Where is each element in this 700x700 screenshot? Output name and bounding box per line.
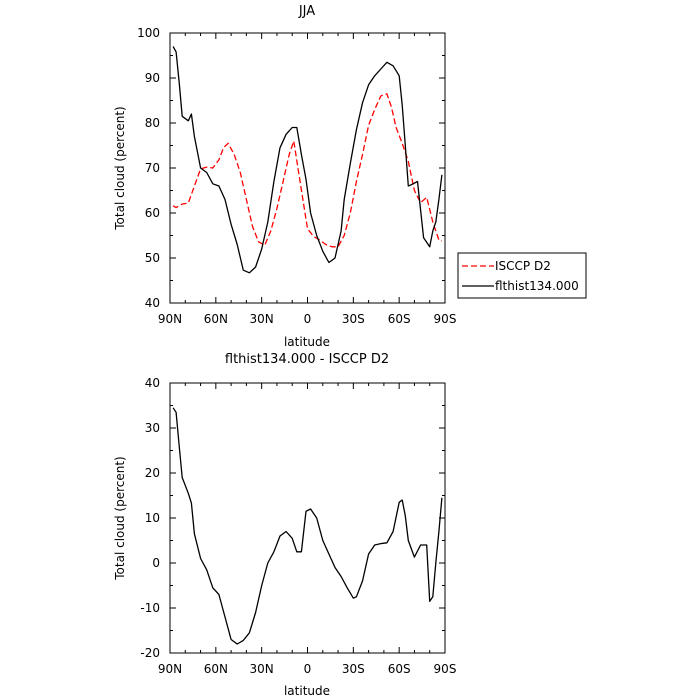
- bottom-x-tick-label: 0: [304, 662, 312, 676]
- top-y-tick-label: 90: [145, 71, 160, 85]
- top-x-tick-label: 90S: [434, 312, 457, 326]
- top-x-tick-label: 0: [304, 312, 312, 326]
- top-series-line-flthist134-000: [172, 46, 443, 274]
- top-y-tick-label: 40: [145, 296, 160, 310]
- top-x-tick-label: 60N: [204, 312, 228, 326]
- bottom-y-tick-label: 20: [145, 466, 160, 480]
- legend-box: [457, 252, 587, 299]
- bottom-series-group: [172, 407, 443, 645]
- bottom-x-tick-label: 30S: [342, 662, 365, 676]
- legend-label-isccp: ISCCP D2: [495, 259, 551, 273]
- top-y-tick-label: 80: [145, 116, 160, 130]
- top-y-tick-label: 60: [145, 206, 160, 220]
- bottom-x-tick-label: 30N: [250, 662, 274, 676]
- bottom-x-tick-label: 90S: [434, 662, 457, 676]
- bottom-y-axis-label: Total cloud (percent): [113, 456, 127, 580]
- top-x-axis-label: latitude: [284, 335, 330, 349]
- top-x-tick-label: 30S: [342, 312, 365, 326]
- top-y-ticks: 40 50 60 70 80 90 100: [137, 26, 445, 310]
- bottom-x-ticks: 90N 60N 30N 0 30S 60S 90S: [158, 383, 457, 676]
- bottom-x-tick-label: 90N: [158, 662, 182, 676]
- bottom-series-line-difference: [172, 407, 443, 645]
- top-chart-title: JJA: [298, 4, 315, 19]
- top-x-tick-label: 60S: [388, 312, 411, 326]
- bottom-panel: flthist134.000 - ISCCP D2 90N 60N 30N 0 30S 6…: [113, 352, 456, 698]
- bottom-y-tick-label: 40: [145, 376, 160, 390]
- bottom-chart-title: flthist134.000 - ISCCP D2: [225, 352, 389, 367]
- top-panel: JJA 90N 60N 30N 0 30S 60S 90S 405060708090100 …: [113, 4, 456, 349]
- top-y-tick-label: 50: [145, 251, 160, 265]
- bottom-y-tick-label: 0: [152, 556, 160, 570]
- top-x-tick-label: 90N: [158, 312, 182, 326]
- bottom-x-tick-label: 60N: [204, 662, 228, 676]
- bottom-y-tick-label: -20: [140, 646, 160, 660]
- bottom-x-axis-label: latitude: [284, 684, 330, 698]
- top-y-tick-label: 70: [145, 161, 160, 175]
- bottom-y-ticks: -20 -10 0 10 20 30 40: [140, 376, 445, 660]
- top-series-line-isccp-d2: [172, 93, 443, 248]
- legend-label-flthist: flthist134.000: [495, 279, 579, 293]
- top-y-tick-label: 100: [137, 26, 160, 40]
- top-x-ticks: 90N 60N 30N 0 30S 60S 90S: [158, 33, 457, 326]
- bottom-y-tick-label: 10: [145, 511, 160, 525]
- top-x-tick-label: 30N: [250, 312, 274, 326]
- bottom-x-tick-label: 60S: [388, 662, 411, 676]
- bottom-y-tick-label: 30: [145, 421, 160, 435]
- legend: ISCCP D2 flthist134.000: [457, 252, 587, 299]
- bottom-y-tick-label: -10: [140, 601, 160, 615]
- top-series-group: [172, 46, 443, 274]
- top-y-axis-label: Total cloud (percent): [113, 106, 127, 230]
- bottom-plot-frame: [169, 382, 446, 654]
